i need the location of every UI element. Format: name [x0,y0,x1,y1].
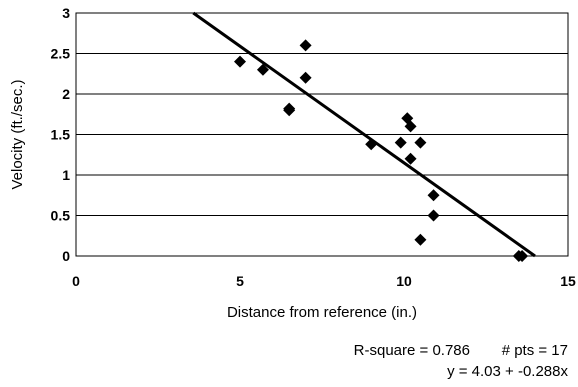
x-tick-labels: 0 5 10 15 [72,273,576,289]
data-point-12 [414,233,427,246]
point-count-stat: # pts = 17 [502,342,568,359]
r-square-stat: R-square = 0.786 [354,342,470,359]
x-tick-label: 5 [236,273,244,289]
grid-lines [76,53,568,216]
data-point-4 [299,39,312,52]
y-tick-label: 0.5 [51,208,71,224]
x-axis-label: Distance from reference (in.) [227,304,417,321]
data-point-3 [283,102,296,115]
y-tick-label: 0 [62,248,70,264]
y-tick-label: 3 [62,5,70,21]
data-point-0 [234,55,246,68]
x-tick-label: 0 [72,273,80,289]
fit-equation: y = 4.03 + -0.288x [447,363,568,380]
data-point-14 [427,209,440,222]
y-axis-label: Velocity (ft./sec.) [9,79,26,189]
y-tick-label: 1 [62,167,70,183]
data-point-13 [427,189,440,202]
data-point-7 [394,136,407,149]
x-tick-label: 10 [396,273,412,289]
data-point-11 [414,136,427,149]
x-tick-label: 15 [560,273,576,289]
y-tick-label: 2.5 [51,46,71,62]
regression-line [192,11,536,258]
data-point-1 [256,63,269,76]
data-point-5 [299,71,312,84]
y-tick-labels: 0 0.5 1 1.5 2 2.5 3 [51,5,71,264]
data-point-9 [404,120,417,133]
data-point-10 [404,152,417,165]
plot-area-border [75,12,569,257]
data-point-6 [365,138,378,151]
y-tick-label: 2 [62,86,70,102]
y-tick-label: 1.5 [51,127,71,143]
